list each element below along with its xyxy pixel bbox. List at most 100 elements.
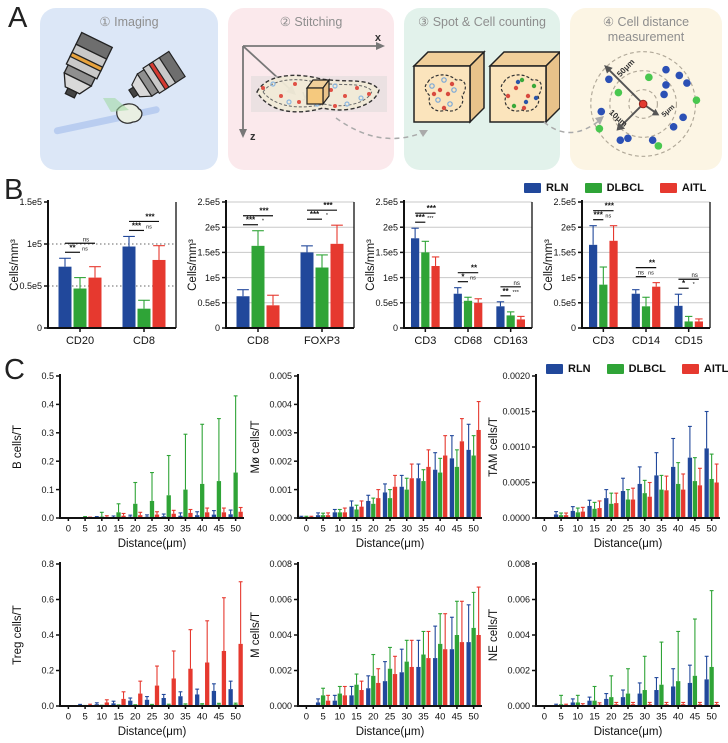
svg-text:0: 0	[542, 524, 547, 535]
bar-RLN-50	[228, 689, 233, 706]
svg-text:0.006: 0.006	[269, 595, 292, 605]
bar-DLBCL-40	[676, 483, 681, 518]
panel-b-legend: RLN DLBCL AITL	[524, 182, 706, 194]
svg-text:ns: ns	[470, 276, 476, 282]
panel-c-label: C	[4, 354, 25, 386]
bar-RLN-45	[449, 649, 455, 706]
bar-DLBCL-45	[454, 466, 460, 518]
bar-DLBCL-15	[592, 508, 597, 518]
svg-text:**: **	[471, 264, 478, 273]
svg-text:ns: ns	[82, 246, 88, 252]
svg-text:0.002: 0.002	[269, 456, 292, 466]
chart-b-cells-distance: 0.0 0.1 0.2 0.3 0.4 0.5 0 5 10 15 20 25 30 35 40 45 50 B …	[10, 366, 248, 554]
svg-text:10: 10	[573, 524, 584, 535]
bar-DLBCL-40	[438, 643, 443, 706]
svg-text:40: 40	[197, 712, 208, 723]
legend-item-aitl: AITL	[681, 363, 728, 375]
chart-treg-cells-distance: 0.0 0.2 0.4 0.6 0.8 0 5 10 15 20 25 30 35 40 45 50 Treg …	[10, 554, 248, 742]
bar-AITL-15	[121, 698, 126, 706]
bar-AITL-45	[697, 485, 703, 518]
bar-RLN-40	[433, 469, 438, 518]
bar-DLBCL-25	[625, 499, 631, 518]
svg-text:Distance(μm): Distance(μm)	[356, 726, 425, 738]
svg-text:5: 5	[82, 524, 87, 535]
bar-RLN-15	[349, 695, 354, 706]
svg-text:Cells/mm³: Cells/mm³	[543, 239, 555, 291]
legend-item-dlbcl: DLBCL	[606, 363, 666, 375]
svg-text:CD163: CD163	[494, 335, 528, 347]
svg-text:2.5e5: 2.5e5	[197, 197, 220, 207]
bar-AITL-15	[359, 506, 364, 518]
svg-text:0.006: 0.006	[507, 595, 530, 605]
bar-RLN-CD3	[589, 244, 598, 328]
bar-DLBCL-10	[337, 693, 342, 706]
bar-AITL-5	[325, 515, 331, 518]
dlbcl-swatch-icon	[606, 364, 624, 374]
bar-RLN-25	[382, 492, 388, 518]
svg-text:20: 20	[368, 524, 379, 535]
rln-swatch-icon	[546, 364, 563, 374]
radius-50um-label: 50μm	[615, 57, 636, 78]
bar-RLN-CD15	[674, 305, 683, 328]
bar-AITL-10	[104, 702, 109, 706]
svg-text:***: ***	[512, 290, 519, 296]
svg-text:CD8: CD8	[247, 335, 269, 347]
step-imaging-title: ① Imaging	[99, 15, 159, 29]
svg-text:Distance(μm): Distance(μm)	[118, 538, 187, 550]
bar-AITL-50	[238, 511, 243, 518]
svg-text:Mø cells/T: Mø cells/T	[250, 420, 262, 473]
bar-RLN-CD14	[631, 293, 640, 328]
svg-text:5: 5	[558, 712, 563, 723]
bar-RLN-35	[178, 696, 183, 706]
panel-c-charts: 0.0 0.1 0.2 0.3 0.4 0.5 0 5 10 15 20 25 30 35 40 45 50 B …	[10, 366, 724, 742]
svg-text:30: 30	[639, 712, 650, 723]
svg-text:CD8: CD8	[133, 335, 155, 347]
panel-c-legend: RLN DLBCL AITL	[546, 363, 728, 375]
svg-text:0.000: 0.000	[269, 513, 292, 523]
bar-DLBCL-30	[404, 489, 409, 518]
bar-AITL-5	[563, 515, 569, 518]
svg-text:0.002: 0.002	[507, 666, 530, 676]
bar-DLBCL-45	[216, 481, 222, 518]
bar-RLN-30	[399, 486, 404, 518]
bar-RLN-5	[553, 514, 559, 518]
bar-AITL-40	[443, 649, 448, 706]
bar-DLBCL-FOXP3	[315, 267, 329, 328]
bar-DLBCL-CD163	[506, 315, 515, 328]
svg-text:***: ***	[594, 211, 604, 220]
legend-item-dlbcl: DLBCL	[584, 182, 644, 194]
bar-RLN-40	[195, 694, 200, 706]
bar-DLBCL-40	[676, 681, 681, 706]
bar-RLN-25	[144, 699, 150, 706]
svg-text:10: 10	[335, 712, 346, 723]
panel-a-label: A	[8, 2, 28, 34]
svg-text:ns: ns	[691, 273, 697, 279]
svg-text:2.5e5: 2.5e5	[375, 197, 398, 207]
svg-text:0: 0	[66, 712, 71, 723]
svg-text:0.2: 0.2	[41, 456, 54, 466]
bar-RLN-30	[637, 693, 642, 706]
bar-DLBCL-40	[438, 472, 443, 518]
svg-text:1.5e5: 1.5e5	[197, 248, 220, 258]
bar-AITL-20	[376, 682, 381, 706]
svg-text:M cells/T: M cells/T	[250, 612, 262, 658]
bar-AITL-20	[138, 515, 143, 518]
bar-DLBCL-15	[592, 700, 597, 706]
svg-text:30: 30	[163, 712, 174, 723]
counted-spots-left	[429, 77, 457, 111]
svg-text:5: 5	[558, 524, 563, 535]
bar-RLN-10	[570, 510, 575, 518]
bar-RLN-30	[399, 672, 404, 706]
bar-DLBCL-20	[371, 503, 376, 518]
svg-text:5: 5	[320, 712, 325, 723]
bar-RLN-15	[587, 700, 592, 706]
svg-text:*: *	[682, 279, 686, 288]
bar-RLN-35	[178, 515, 183, 518]
chart-cd20-cd8-density: 0 0.5e5 1e5 1.5e5 CD20 CD8 Cells/mm³ ** ns ns *** n…	[8, 188, 186, 350]
svg-text:40: 40	[673, 524, 684, 535]
bar-AITL-5	[325, 700, 331, 706]
bar-AITL-30	[647, 496, 652, 518]
svg-text:40: 40	[435, 524, 446, 535]
bar-AITL-20	[614, 503, 619, 518]
bar-DLBCL-15	[116, 512, 121, 518]
